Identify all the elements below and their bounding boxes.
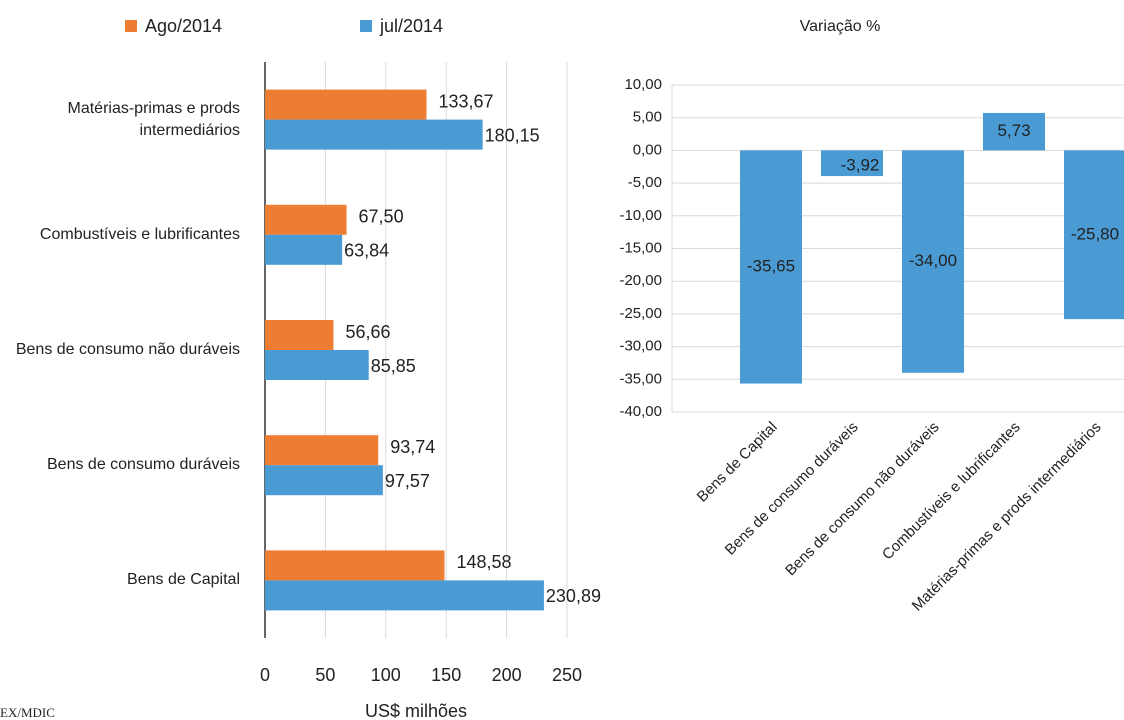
value-label: 93,74 <box>390 437 435 457</box>
value-label: 97,57 <box>385 471 430 491</box>
x-tick-label: Matérias-primas e prods intermediários <box>909 419 1105 615</box>
y-tick-label: Bens de consumo não duráveis <box>15 341 240 358</box>
bar <box>265 89 427 120</box>
legend-label: jul/2014 <box>379 16 443 36</box>
value-label: 67,50 <box>359 207 404 227</box>
y-tick-label: Bens de Capital <box>127 571 240 589</box>
y-tick-label: -40,00 <box>619 403 662 420</box>
value-label: -25,80 <box>1071 224 1119 243</box>
y-tick-label: Combustíveis e lubrificantes <box>39 225 240 243</box>
bar <box>983 112 1045 151</box>
bar <box>821 150 883 177</box>
bar <box>265 435 379 466</box>
bar <box>265 580 544 611</box>
bar <box>265 350 369 380</box>
bar <box>265 320 334 350</box>
bar <box>265 119 483 150</box>
bar <box>265 234 343 265</box>
value-label: 56,66 <box>345 322 390 342</box>
x-axis-label: US$ milhões <box>365 701 467 720</box>
value-label: 148,58 <box>456 552 511 572</box>
y-tick-label: -15,00 <box>619 239 662 256</box>
x-tick-label: 250 <box>552 665 582 685</box>
legend-swatch <box>125 20 137 32</box>
bar <box>740 150 802 384</box>
bar <box>902 150 964 373</box>
y-tick-label: -30,00 <box>619 338 662 355</box>
x-tick-label: Bens de consumo não duráveis <box>782 419 943 580</box>
y-tick-label: -10,00 <box>619 207 662 224</box>
bar <box>265 204 347 235</box>
value-label: 230,89 <box>546 586 601 606</box>
value-label: -3,92 <box>841 156 880 175</box>
x-tick-label: Combustíveis e lubrificantes <box>879 419 1024 564</box>
x-tick-label: 150 <box>431 665 461 685</box>
x-tick-label: 50 <box>315 665 335 685</box>
value-label: 180,15 <box>485 125 540 145</box>
x-tick-label: Bens de consumo duráveis <box>722 419 862 559</box>
chart-title: Variação % <box>800 18 881 35</box>
x-tick-label: 200 <box>492 665 522 685</box>
x-tick-label: 100 <box>371 665 401 685</box>
value-label: 85,85 <box>371 356 416 376</box>
y-tick-label: 0,00 <box>633 141 662 158</box>
legend-label: Ago/2014 <box>145 16 222 36</box>
y-tick-label: Bens de consumo duráveis <box>47 456 240 474</box>
bar <box>265 550 445 581</box>
y-tick-label: 10,00 <box>624 76 662 93</box>
value-label: -34,00 <box>909 251 957 270</box>
bar <box>265 465 383 496</box>
y-tick-label: -35,00 <box>619 370 662 387</box>
y-tick-label: -25,00 <box>619 305 662 322</box>
source: EX/MDIC <box>0 705 55 720</box>
y-tick-label: -5,00 <box>628 174 662 191</box>
y-tick-label: -20,00 <box>619 272 662 289</box>
value-label: -35,65 <box>747 256 795 275</box>
y-tick-label: Matérias-primas e prods intermediários <box>67 99 241 139</box>
bar <box>1064 150 1124 320</box>
x-tick-label: Bens de Capital <box>694 419 781 506</box>
value-label: 133,67 <box>438 91 493 111</box>
legend-swatch <box>360 20 372 32</box>
value-label: 5,73 <box>997 121 1030 140</box>
value-label: 63,84 <box>344 241 389 261</box>
x-tick-label: 0 <box>260 665 270 685</box>
y-tick-label: 5,00 <box>633 109 662 126</box>
